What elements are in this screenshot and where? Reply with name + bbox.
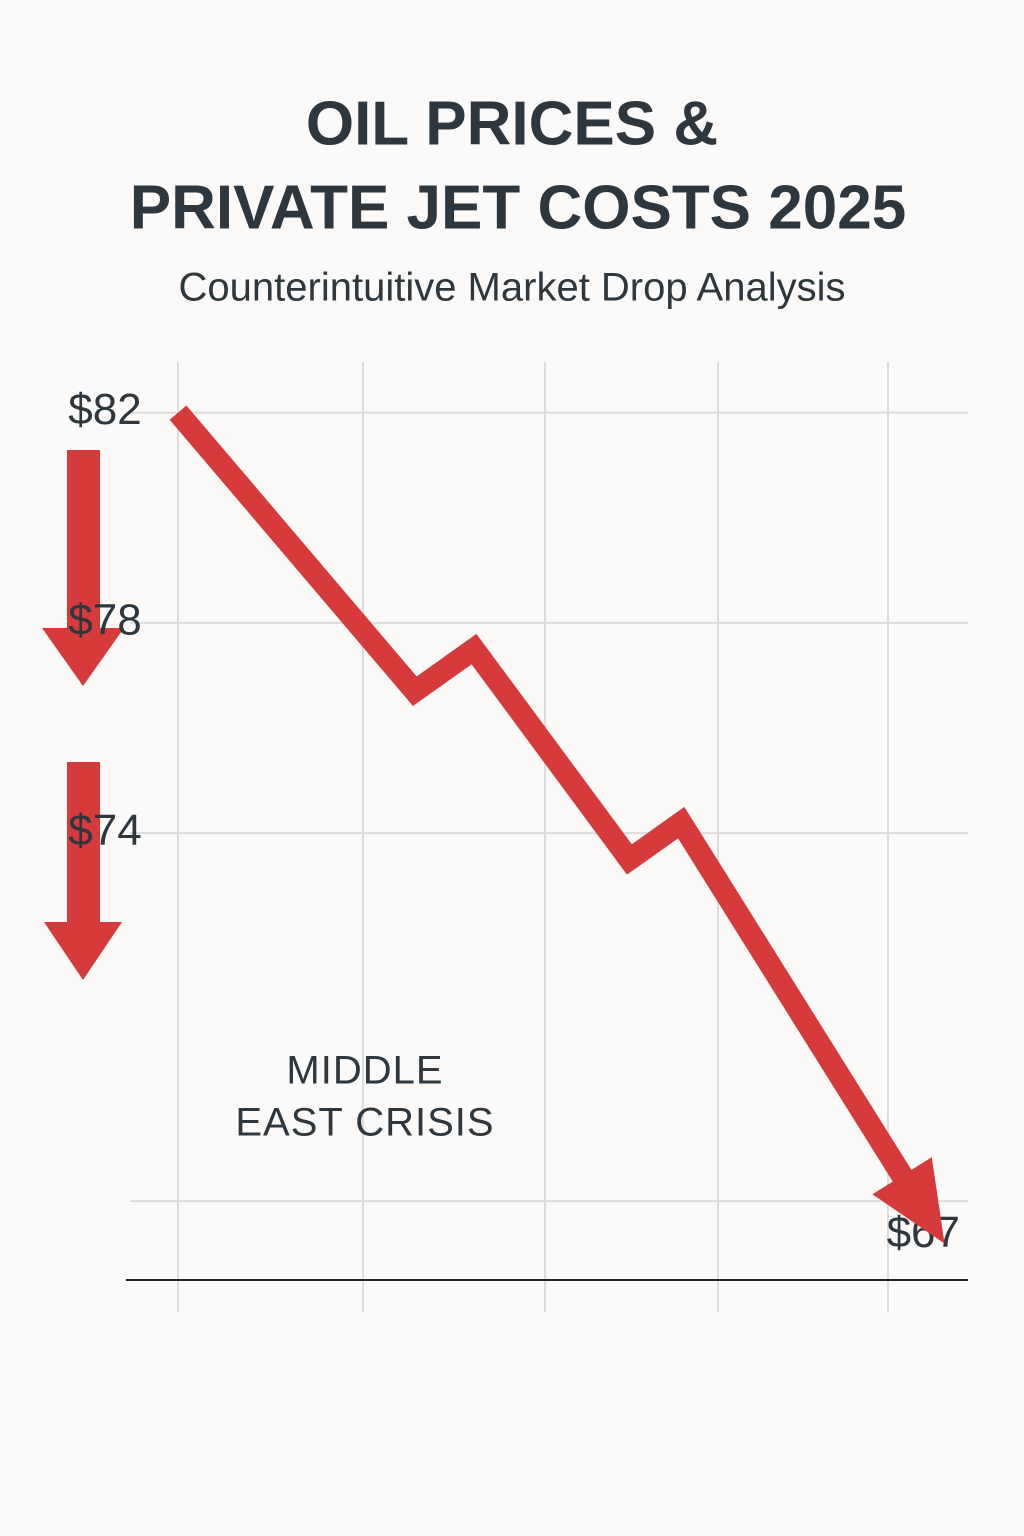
y-tick-label: $74	[68, 806, 141, 855]
y-tick-label: $67	[887, 1208, 960, 1257]
y-tick-label: $82	[68, 385, 141, 434]
price-line	[169, 405, 945, 1244]
chart-title: PRIVATE JET COSTS 2025	[130, 173, 906, 242]
annotation: EAST CRISIS	[235, 1101, 494, 1145]
decor-arrows	[42, 450, 124, 980]
chart-subtitle: Counterintuitive Market Drop Analysis	[179, 266, 846, 310]
y-tick-label: $78	[68, 595, 141, 644]
chart-title: OIL PRICES &	[306, 89, 718, 158]
annotation: MIDDLE	[286, 1049, 443, 1093]
